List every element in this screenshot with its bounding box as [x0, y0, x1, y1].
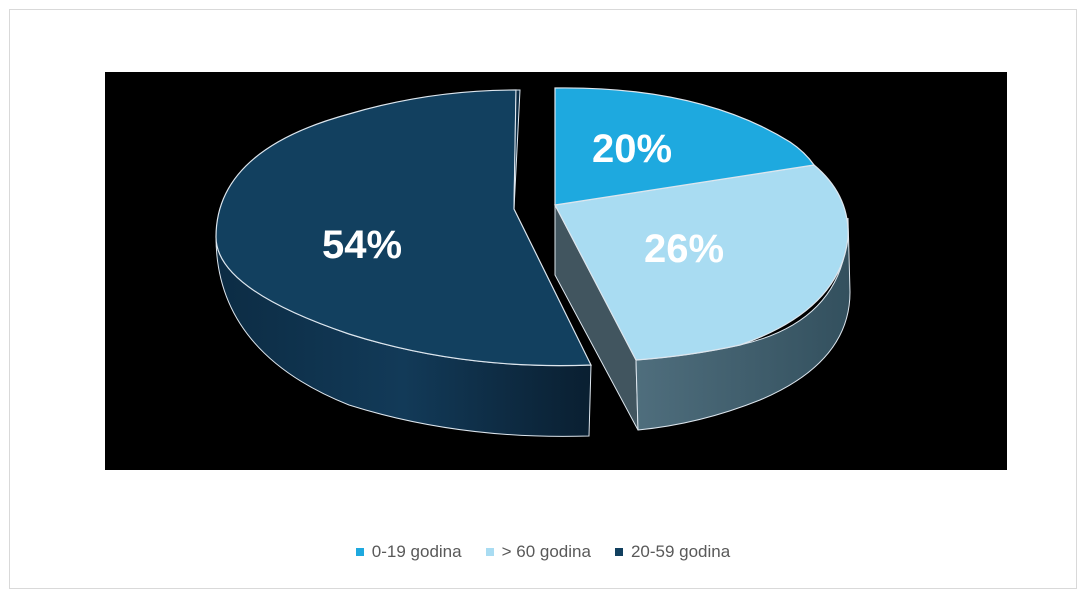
slice-20-59-top[interactable]: [215, 89, 592, 367]
slice-0-19-top[interactable]: [554, 87, 816, 206]
slice-20-59-cut-face: [513, 89, 521, 210]
legend: 0-19 godina > 60 godina 20-59 godina: [0, 540, 1086, 564]
legend-item-0-19: 0-19 godina: [355, 542, 462, 562]
slice-60-top[interactable]: [554, 164, 849, 361]
legend-swatch-60: [485, 548, 494, 556]
slice-60-outer-side: [635, 217, 851, 431]
legend-item-60: > 60 godina: [485, 542, 591, 562]
data-label-20-59: 54%: [322, 223, 402, 267]
data-label-60: 26%: [644, 227, 724, 271]
legend-item-20-59: 20-59 godina: [614, 542, 731, 562]
legend-label-20-59: 20-59 godina: [630, 542, 731, 561]
legend-label-60: > 60 godina: [501, 542, 591, 561]
legend-swatch-20-59: [614, 548, 623, 556]
data-label-0-19: 20%: [592, 127, 672, 171]
legend-swatch-0-19: [355, 548, 364, 556]
legend-label-0-19: 0-19 godina: [371, 542, 462, 561]
